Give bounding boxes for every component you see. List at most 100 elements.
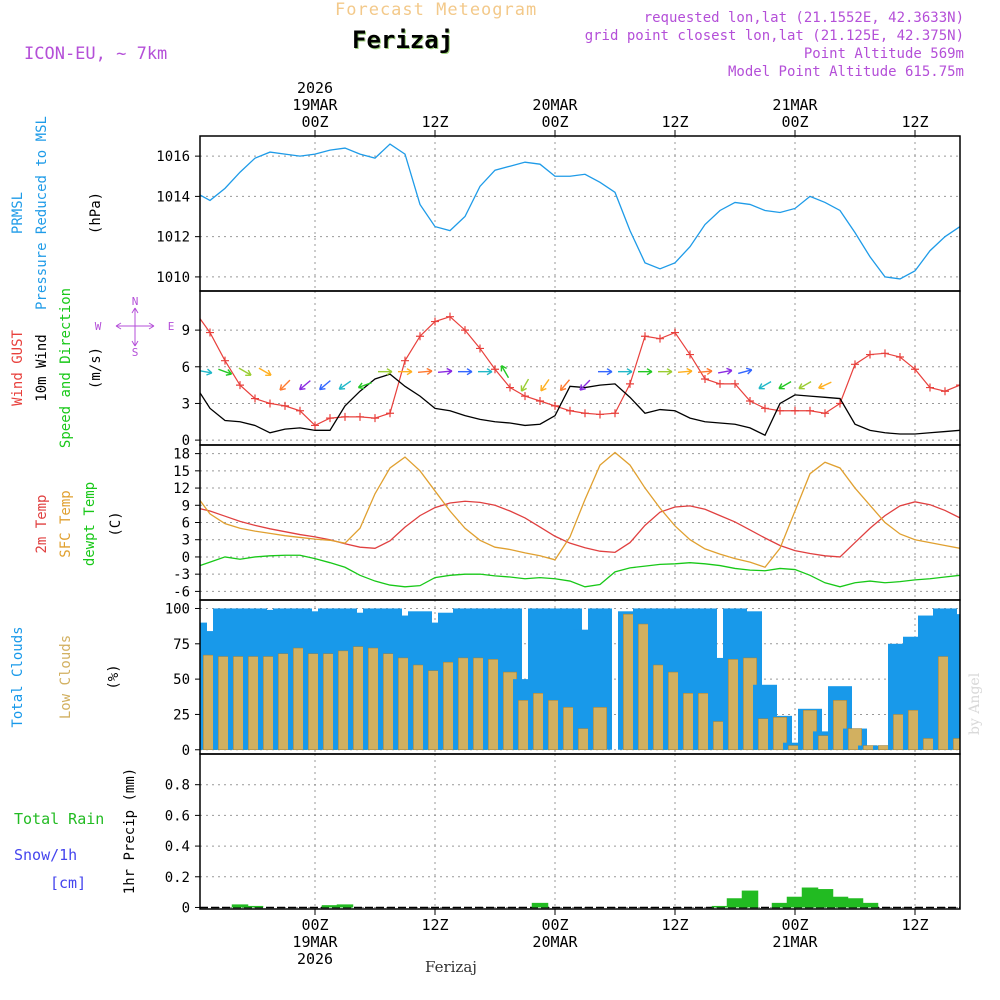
wind-direction-arrow (437, 367, 453, 376)
gust-marker (611, 409, 619, 418)
y-tick-label: 1014 (156, 189, 190, 205)
y-tick-label: 12 (173, 481, 190, 497)
wind-direction-arrow (279, 379, 291, 391)
temp-units: (C) (108, 511, 124, 536)
total-cloud-bar (963, 625, 987, 749)
x-tick-label-bottom: 00Z (781, 916, 808, 934)
wind-arrow-head (338, 383, 346, 390)
y-tick-label: 0 (182, 433, 190, 449)
wind-arrow-head (279, 384, 286, 391)
gust-marker (206, 328, 214, 337)
y-tick-label: 75 (173, 637, 190, 653)
wind-direction-arrow (458, 368, 473, 376)
gust-marker (956, 381, 960, 390)
wind-arrow-head (298, 383, 306, 391)
x-date-label-top: 20MAR (532, 96, 578, 114)
x-tick-label-bottom: 00Z (301, 916, 328, 934)
y-tick-label: 0.8 (165, 778, 190, 794)
wind-arrow-head (406, 368, 413, 376)
wind-arrow-shaft (258, 367, 272, 376)
gust-marker (581, 409, 589, 418)
wind-arrow-shaft (358, 382, 372, 389)
y-tick-label: 18 (173, 447, 190, 463)
wind-ylabel-10m: 10m Wind (34, 334, 50, 401)
y-tick-label: 100 (165, 601, 190, 617)
gust-marker (176, 302, 184, 310)
wind-direction-arrow (559, 379, 571, 392)
wind-arrow-shaft (299, 380, 311, 391)
compass-north: N (132, 295, 139, 308)
gust-marker (776, 406, 784, 415)
gust-marker (761, 404, 769, 413)
wind-arrow-shaft (758, 381, 772, 390)
wind-direction-arrow (378, 368, 393, 376)
temp-2m-line (200, 500, 960, 558)
precip-label-cm: [cm] (50, 874, 86, 892)
wind-direction-arrow (160, 359, 170, 369)
precip-units: 1hr Precip (mm) (122, 768, 138, 894)
x-tick-label-bottom: 12Z (901, 916, 928, 934)
x-tick-label-bottom: 12Z (661, 916, 688, 934)
wind-arrow-shaft (520, 378, 530, 392)
low-cloud-bar (773, 717, 787, 751)
compass-east: E (168, 320, 175, 333)
wind-arrow-head (798, 383, 805, 390)
x-date-label-bottom: 20MAR (532, 933, 578, 951)
gust-marker (731, 379, 739, 388)
temp-ylabel-2m: 2m Temp (34, 494, 50, 553)
y-tick-label: 6 (182, 360, 190, 376)
gust-marker (221, 356, 229, 365)
footer-station-name: Ferizaj (425, 958, 477, 976)
gust-marker (311, 421, 319, 430)
gust-marker (401, 356, 409, 365)
precip-bar (321, 905, 339, 908)
x-year-label-bottom: 2026 (297, 950, 333, 968)
gust-marker (896, 353, 904, 361)
precip-bar (816, 889, 834, 908)
wind-arrow-head (357, 382, 365, 390)
x-tick-label-top: 12Z (901, 113, 928, 131)
precip-bar (246, 905, 264, 908)
wind-direction-arrow (658, 368, 673, 376)
wind-arrow-shaft (579, 379, 591, 391)
wind-direction-arrow (478, 368, 493, 376)
gust-marker (446, 312, 454, 321)
gust-marker (326, 414, 334, 423)
plot-area (160, 136, 987, 909)
wind-arrow-shaft (540, 378, 550, 392)
wind-arrow-head (686, 367, 693, 376)
x-tick-label-bottom: 12Z (421, 916, 448, 934)
y-tick-label: 1010 (156, 270, 190, 286)
wind-arrow-shaft (279, 379, 291, 391)
gust-marker (476, 344, 484, 353)
wind-direction-arrow (417, 367, 433, 376)
y-tick-label: -6 (173, 584, 190, 600)
gust-marker (251, 394, 259, 403)
wind-arrow-head (626, 368, 633, 376)
wind-ylabel-gust: Wind GUST (10, 330, 26, 406)
y-tick-label: 1016 (156, 149, 190, 165)
wind-arrow-head (559, 384, 567, 392)
gust-marker (746, 397, 754, 405)
wind-arrow-head (225, 369, 233, 376)
gust-marker (671, 328, 679, 337)
precip-bar (231, 904, 249, 908)
station-name: Ferizaj (352, 26, 454, 54)
wind-arrow-head (466, 368, 473, 376)
model-point-altitude: Model Point Altitude 615.75m (727, 64, 964, 80)
gust-marker (926, 383, 934, 392)
wind-arrow-head (206, 368, 213, 376)
temp-ylabel-sfc: SFC Temp (58, 490, 74, 557)
pressure-ylabel-prmsl: PRMSL (10, 192, 26, 234)
wind-direction-arrow (258, 367, 272, 376)
panel-temperature (200, 445, 960, 600)
y-tick-label: 3 (182, 396, 190, 412)
wind-direction-arrow (638, 368, 653, 376)
wind-arrow-shaft (559, 379, 571, 391)
panel-clouds (200, 600, 987, 754)
wind-arrow-head (164, 359, 170, 365)
gust-marker (266, 399, 274, 408)
gust-marker (656, 334, 664, 343)
